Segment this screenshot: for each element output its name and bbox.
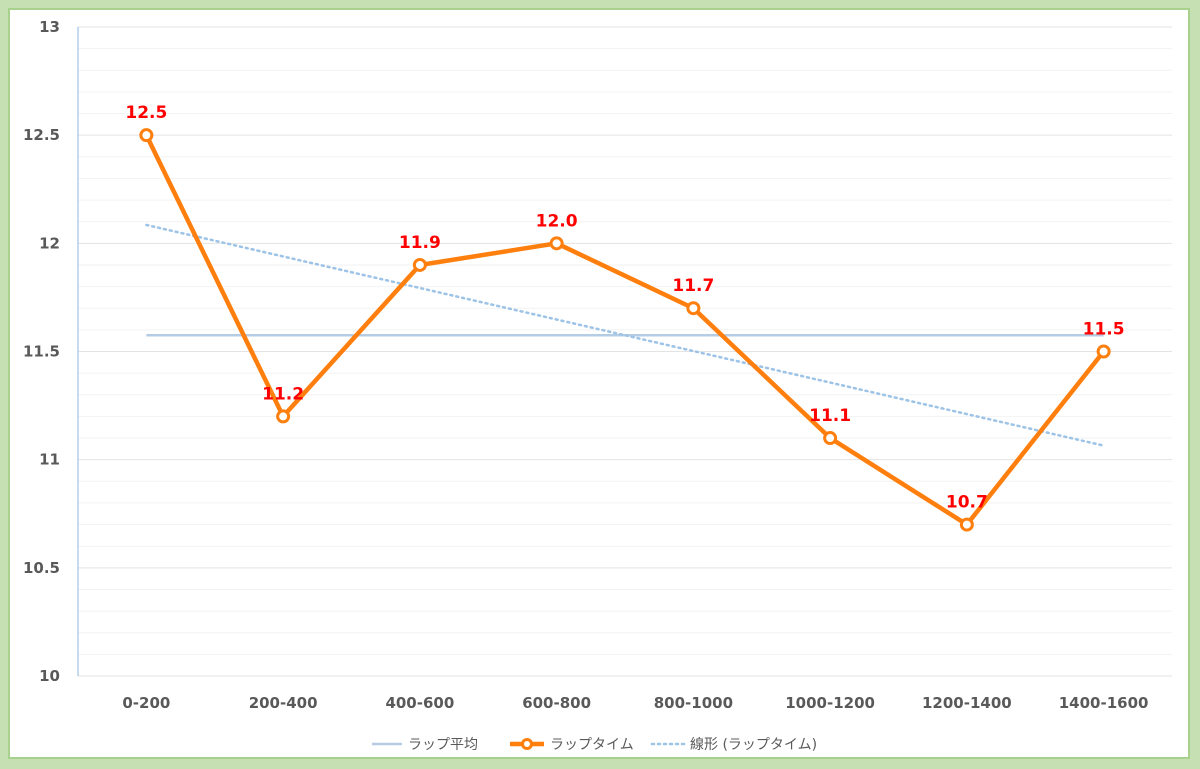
y-tick-label: 13 <box>39 18 60 36</box>
x-tick-label: 800-1000 <box>654 694 733 712</box>
series-points <box>139 128 1111 532</box>
data-label: 11.2 <box>262 384 304 404</box>
y-tick-label: 12 <box>39 234 60 252</box>
data-point <box>549 236 564 251</box>
x-tick-label: 0-200 <box>122 694 170 712</box>
y-tick-label: 10 <box>39 667 60 685</box>
y-axis-ticks: 10 10.5 11 11.5 12 12.5 13 <box>23 18 60 685</box>
y-tick-label: 11 <box>39 451 60 469</box>
data-point <box>959 517 974 532</box>
x-axis-ticks: 0-200 200-400 400-600 600-800 800-1000 1000-1… <box>122 694 1148 712</box>
series-line-lap-time <box>144 134 1106 527</box>
y-tick-label: 11.5 <box>23 343 60 361</box>
x-tick-label: 600-800 <box>522 694 591 712</box>
x-tick-label: 1000-1200 <box>785 694 875 712</box>
data-label: 11.5 <box>1083 320 1125 340</box>
legend-series-label: ラップタイム <box>550 737 634 753</box>
data-label: 10.7 <box>946 493 988 513</box>
data-point <box>686 301 701 316</box>
y-tick-label: 12.5 <box>23 126 60 144</box>
x-tick-label: 400-600 <box>385 694 454 712</box>
data-point <box>1096 344 1111 359</box>
data-point <box>276 409 291 424</box>
x-tick-label: 1200-1400 <box>922 694 1012 712</box>
data-label: 12.5 <box>125 103 167 123</box>
x-tick-label: 200-400 <box>249 694 318 712</box>
major-gridlines <box>78 26 1172 677</box>
trend-line <box>145 223 1105 447</box>
data-label: 12.0 <box>536 211 578 231</box>
data-label: 11.1 <box>809 406 851 426</box>
data-label: 11.9 <box>399 233 441 253</box>
chart-frame <box>8 8 1190 759</box>
data-point <box>139 128 154 143</box>
data-point <box>823 431 838 446</box>
y-tick-label: 10.5 <box>23 559 60 577</box>
data-labels: 12.5 11.2 11.9 12.0 11.7 11.1 10.7 11.5 <box>125 103 1124 512</box>
legend-trend-label: 線形 (ラップタイム) <box>690 737 817 753</box>
legend-series-marker <box>521 738 533 750</box>
minor-gridlines <box>78 48 1172 655</box>
data-label: 11.7 <box>672 276 714 296</box>
legend: ラップ平均 ラップタイム 線形 (ラップタイム) <box>372 737 817 753</box>
x-tick-label: 1400-1600 <box>1059 694 1149 712</box>
data-point <box>412 257 427 272</box>
legend-average-label: ラップ平均 <box>408 737 478 753</box>
